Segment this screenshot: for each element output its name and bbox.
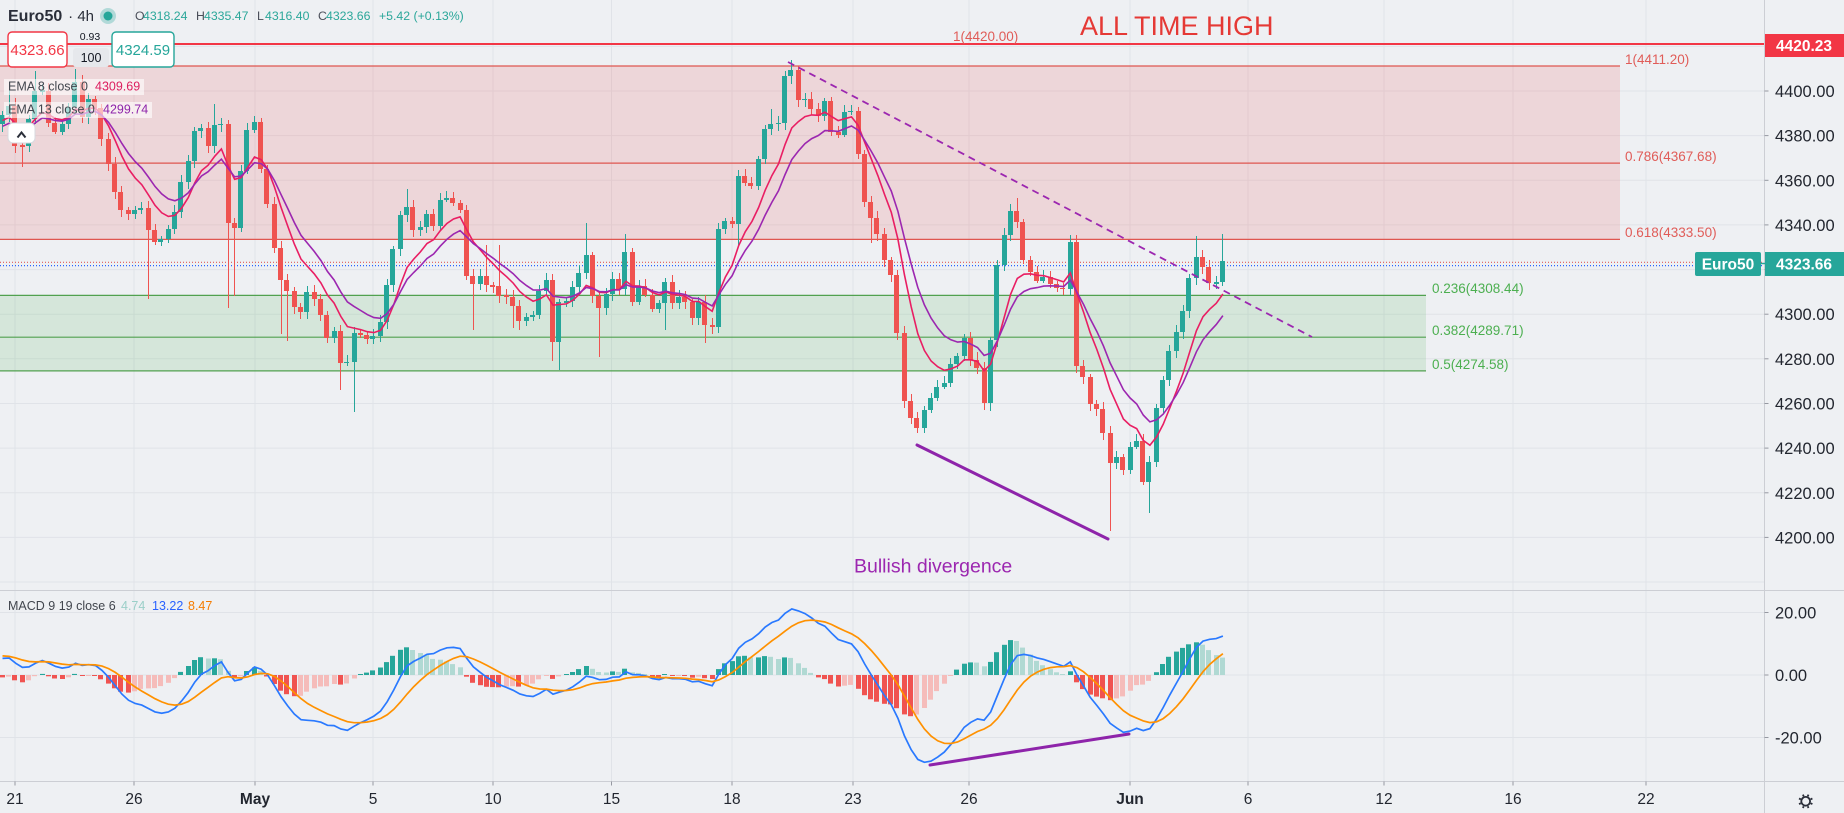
svg-text:4309.69: 4309.69 [95,80,140,94]
svg-text:· 4h: · 4h [64,8,94,25]
svg-text:4323.66: 4323.66 [1776,257,1832,274]
svg-text:1(4420.00): 1(4420.00) [953,29,1018,44]
svg-text:1(4411.20): 1(4411.20) [1625,52,1689,67]
svg-text:23: 23 [844,791,861,808]
svg-text:EMA 13 close 0: EMA 13 close 0 [8,103,95,117]
svg-text:4400.00: 4400.00 [1775,83,1835,101]
svg-text:0.00: 0.00 [1775,667,1807,685]
svg-text:Jun: Jun [1116,791,1144,808]
svg-text:22: 22 [1637,791,1654,808]
svg-text:MACD 9 19 close 6: MACD 9 19 close 6 [8,599,116,613]
svg-text:ALL TIME HIGH: ALL TIME HIGH [1080,11,1274,41]
svg-text:Euro50: Euro50 [1702,257,1755,274]
svg-text:20.00: 20.00 [1775,605,1816,623]
svg-text:4200.00: 4200.00 [1775,529,1835,547]
svg-text:0.786(4367.68): 0.786(4367.68) [1625,149,1717,164]
svg-text:4299.74: 4299.74 [103,103,148,117]
svg-text:18: 18 [723,791,740,808]
svg-text:4220.00: 4220.00 [1775,485,1835,503]
svg-text:4318.24: 4318.24 [143,9,188,23]
svg-text:0.93: 0.93 [80,31,101,43]
svg-text:0.236(4308.44): 0.236(4308.44) [1432,281,1524,296]
svg-text:-20.00: -20.00 [1775,730,1822,748]
svg-text:4260.00: 4260.00 [1775,396,1835,414]
svg-text:4300.00: 4300.00 [1775,306,1835,324]
svg-text:4380.00: 4380.00 [1775,128,1835,146]
svg-text:Euro50: Euro50 [8,8,62,25]
svg-text:May: May [240,791,271,808]
svg-text:8.47: 8.47 [188,599,212,613]
svg-text:4340.00: 4340.00 [1775,217,1835,235]
svg-text:4240.00: 4240.00 [1775,440,1835,458]
svg-text:EMA 8 close 0: EMA 8 close 0 [8,80,88,94]
svg-text:10: 10 [484,791,502,808]
svg-text:0.382(4289.71): 0.382(4289.71) [1432,323,1524,338]
svg-text:O: O [135,9,145,23]
svg-text:H: H [196,9,205,23]
svg-text:4316.40: 4316.40 [265,9,310,23]
svg-text:Bullish divergence: Bullish divergence [854,556,1012,578]
svg-text:0.618(4333.50): 0.618(4333.50) [1625,225,1717,240]
svg-text:13.22: 13.22 [152,599,183,613]
svg-text:L: L [257,9,264,23]
svg-text:5: 5 [369,791,378,808]
svg-text:4420.23: 4420.23 [1776,38,1832,55]
svg-text:4323.66: 4323.66 [326,9,371,23]
svg-text:C: C [318,9,327,23]
svg-text:12: 12 [1375,791,1392,808]
svg-text:0.5(4274.58): 0.5(4274.58) [1432,357,1509,372]
svg-text:15: 15 [603,791,620,808]
svg-text:4324.59: 4324.59 [116,42,170,59]
svg-text:26: 26 [960,791,977,808]
svg-text:21: 21 [6,791,23,808]
svg-text:4280.00: 4280.00 [1775,351,1835,369]
svg-text:4323.66: 4323.66 [10,42,64,59]
svg-text:4335.47: 4335.47 [204,9,249,23]
svg-text:6: 6 [1244,791,1253,808]
svg-text:4360.00: 4360.00 [1775,172,1835,190]
svg-text:16: 16 [1504,791,1521,808]
svg-text:100: 100 [81,51,102,65]
svg-text:+5.42 (+0.13%): +5.42 (+0.13%) [379,9,464,23]
svg-text:26: 26 [125,791,142,808]
svg-text:4.74: 4.74 [121,599,145,613]
